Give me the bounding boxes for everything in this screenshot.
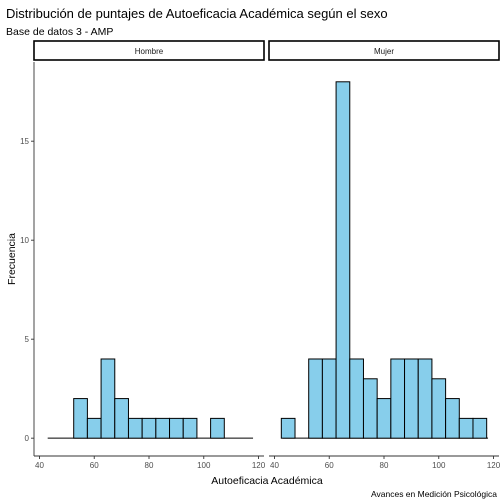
histogram-bar bbox=[349, 358, 364, 439]
histogram-bar bbox=[417, 358, 433, 439]
y-tick-label: 10 bbox=[20, 236, 29, 245]
histogram-bar bbox=[155, 417, 171, 439]
facet-strip bbox=[33, 40, 265, 61]
histogram-bar bbox=[431, 378, 447, 439]
x-tick-label: 40 bbox=[270, 461, 279, 470]
x-tick-label: 80 bbox=[145, 461, 154, 470]
x-tick-label: 120 bbox=[252, 461, 266, 470]
histogram-bar bbox=[362, 378, 378, 439]
histogram-bar bbox=[308, 358, 323, 439]
histogram-bar bbox=[472, 417, 488, 439]
x-tick-label: 60 bbox=[325, 461, 334, 470]
histogram-bar bbox=[404, 358, 419, 439]
histogram-bar bbox=[114, 398, 129, 439]
histogram-bar bbox=[73, 398, 88, 439]
x-tick-label: 100 bbox=[197, 461, 211, 470]
histogram-bar bbox=[280, 417, 296, 439]
chart-subtitle: Base de datos 3 - AMP bbox=[6, 26, 113, 38]
x-tick-label: 60 bbox=[90, 461, 99, 470]
x-tick-label: 100 bbox=[432, 461, 446, 470]
y-tick-label: 5 bbox=[25, 335, 30, 344]
x-tick-label: 120 bbox=[487, 461, 501, 470]
histogram-bar bbox=[376, 398, 392, 439]
x-tick-label: 80 bbox=[380, 461, 389, 470]
y-axis-title: Frecuencia bbox=[6, 233, 18, 285]
histogram-bar bbox=[182, 417, 198, 439]
chart-title: Distribución de puntajes de Autoeficacia… bbox=[6, 6, 388, 21]
histogram-bar bbox=[321, 358, 337, 439]
histogram-bar bbox=[100, 358, 116, 439]
facet-strip bbox=[268, 40, 500, 61]
facet-strip-label: Mujer bbox=[374, 47, 394, 56]
panel-mujer: Mujer 40 60 80 100 120 bbox=[268, 40, 501, 470]
y-tick-label: 0 bbox=[25, 434, 30, 443]
histogram-bar bbox=[210, 417, 225, 439]
chart-caption: Avances en Medición Psicológica bbox=[371, 489, 497, 499]
histogram-bar bbox=[335, 81, 351, 439]
panel-hombre: Hombre 40 60 80 100 120 bbox=[33, 40, 266, 470]
histogram-bar bbox=[86, 417, 102, 439]
histogram-bar bbox=[390, 358, 406, 439]
facet-panels: 0 5 10 15 Hombre 40 60 80 100 120 Mujer 40 60 80 100 12… bbox=[20, 40, 501, 470]
histogram-bar bbox=[127, 417, 143, 439]
histogram-bar bbox=[141, 417, 157, 439]
histogram-bar bbox=[445, 398, 460, 439]
histogram-bar bbox=[169, 417, 184, 439]
facet-strip-label: Hombre bbox=[135, 47, 164, 56]
histogram-bar bbox=[458, 417, 474, 439]
x-axis-title: Autoeficacia Académica bbox=[211, 475, 323, 487]
x-tick-label: 40 bbox=[35, 461, 44, 470]
y-tick-label: 15 bbox=[20, 137, 29, 146]
